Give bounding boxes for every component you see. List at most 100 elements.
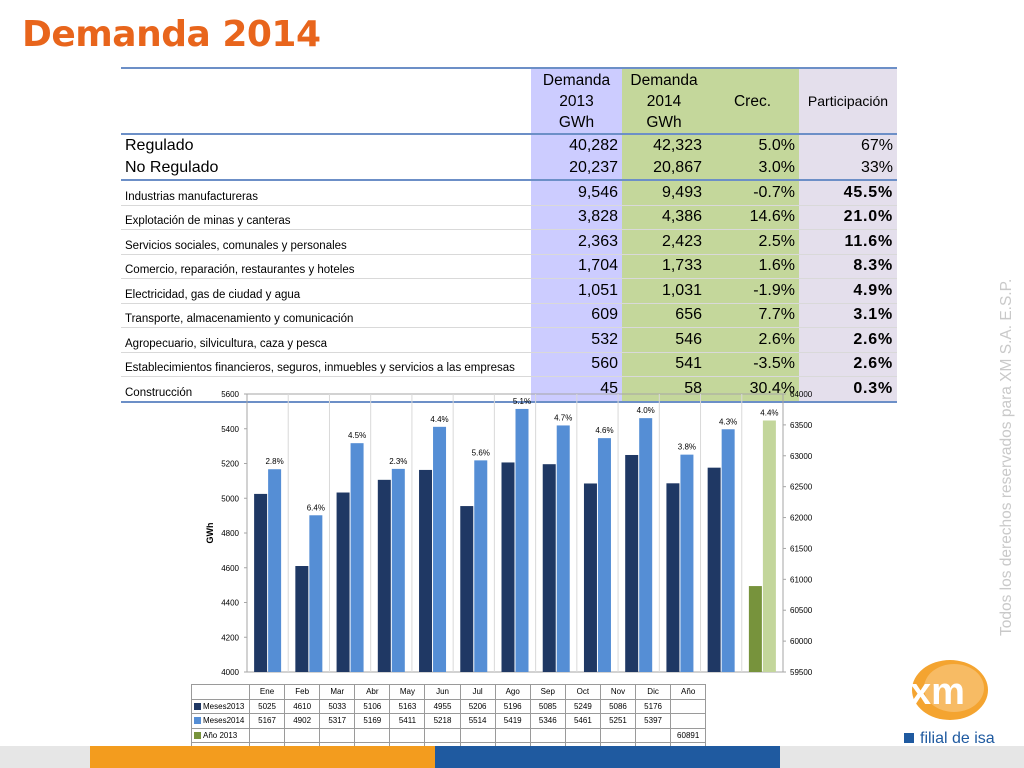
series-value: 5419 (494, 713, 531, 729)
y-right-tick-label: 62500 (790, 483, 813, 492)
xm-logo-icon: xm (910, 660, 988, 720)
bar-Meses2013 (666, 483, 680, 672)
bar-Meses2013 (377, 479, 391, 672)
series-name: Meses2013 (191, 698, 250, 714)
sector-name: Construcción (121, 376, 531, 403)
series-value (459, 727, 496, 743)
y-left-tick-label: 4400 (221, 599, 239, 608)
series-value: 5086 (599, 698, 637, 714)
x-tick-label: Nov (599, 684, 637, 700)
demand-2014-value: 546 (622, 327, 706, 353)
series-value (635, 727, 672, 743)
y-left-tick-label: 4000 (221, 668, 239, 677)
bottom-decoration-bar (0, 746, 1024, 768)
series-value: 5106 (354, 698, 391, 714)
demand-2013-value: 20,237 (531, 157, 622, 181)
share-value: 67% (799, 134, 897, 157)
demand-2014-value: 1,031 (622, 278, 706, 304)
demand-2013-value: 532 (531, 327, 622, 353)
demand-2014-value: 20,867 (622, 157, 706, 181)
bar-Meses2013 (707, 467, 721, 672)
sector-name: Comercio, reparación, restaurantes y hot… (121, 254, 531, 279)
y-right-tick-label: 62000 (790, 514, 813, 523)
table-row: Agropecuario, silvicultura, caza y pesca… (121, 327, 897, 353)
table-row: Establecimientos financieros, seguros, i… (121, 352, 897, 377)
header-label: GWh (646, 113, 682, 131)
demand-2014-value: 4,386 (622, 205, 706, 230)
growth-data-label: 4.7% (554, 413, 572, 422)
series-row: Meses2014 5167 4902 5317 5169 5411 5218 5514 541… (191, 713, 707, 729)
chart-plot: 4000 4200 4400 4600 4800 5000 5200 5400 5600 5950… (205, 390, 813, 677)
x-tick-label: Jul (459, 684, 496, 700)
sector-name: Servicios sociales, comunales y personal… (121, 229, 531, 255)
bar-Meses2014 (639, 418, 653, 672)
demand-2013-value: 3,828 (531, 205, 622, 230)
legend-swatch (194, 731, 201, 739)
series-value (670, 698, 707, 714)
series-value: 5249 (564, 698, 601, 714)
growth-value: 3.0% (706, 157, 799, 181)
demand-2013-value: 9,546 (531, 180, 622, 206)
bar-Meses2014 (680, 454, 694, 672)
monthly-demand-chart: 4000 4200 4400 4600 4800 5000 5200 5400 5600 5950… (191, 384, 818, 758)
series-value: 5085 (529, 698, 566, 714)
series-value (670, 713, 707, 729)
bar-Meses2013 (254, 493, 268, 672)
share-value: 45.5% (799, 180, 897, 206)
y-right-tick-label: 63500 (790, 421, 813, 430)
x-tick-label: Ago (494, 684, 531, 700)
sector-name: Regulado (125, 137, 194, 154)
y-left-tick-label: 5200 (221, 460, 239, 469)
legend-swatch (194, 717, 201, 725)
series-value: 5397 (635, 713, 672, 729)
bar-Meses2013 (295, 566, 309, 672)
demand-table: Demanda 2013 GWh Demanda 2014 GWh Crec. … (121, 67, 897, 403)
table-row: Explotación de minas y canteras 3,828 4,38… (121, 205, 897, 230)
series-value (248, 727, 286, 743)
series-value: 5025 (248, 698, 286, 714)
x-tick-label: May (389, 684, 426, 700)
bar-Meses2013 (542, 464, 556, 672)
share-value: 3.1% (799, 303, 897, 328)
series-value: 5196 (494, 698, 531, 714)
growth-value: 7.7% (706, 303, 799, 328)
series-value (494, 727, 531, 743)
series-value (354, 727, 391, 743)
bar-Meses2014 (433, 426, 447, 672)
series-value: 5206 (459, 698, 496, 714)
demand-2013-value: 40,282 (531, 134, 622, 157)
series-value: 5033 (319, 698, 356, 714)
growth-value: 5.0% (706, 134, 799, 157)
bar-Meses2013 (460, 506, 474, 672)
bar-Meses2014 (597, 438, 611, 672)
sector-name: Industrias manufactureras (121, 180, 531, 206)
share-value: 2.6% (799, 327, 897, 353)
y-right-tick-label: 60000 (790, 637, 813, 646)
share-value: 8.3% (799, 254, 897, 279)
y-left-tick-label: 4800 (221, 529, 239, 538)
y-right-tick-label: 60500 (790, 606, 813, 615)
y-left-tick-label: 4200 (221, 633, 239, 642)
header-share: Participación (799, 67, 897, 135)
demand-2014-value: 1,733 (622, 254, 706, 279)
y-left-tick-label: 5600 (221, 390, 239, 399)
growth-data-label: 4.3% (719, 417, 737, 426)
growth-data-label: 5.1% (513, 397, 531, 406)
header-label: Demanda (542, 71, 611, 89)
growth-data-label: 4.4% (430, 415, 448, 424)
tagline-square-icon (904, 733, 914, 743)
series-value: 4955 (424, 698, 461, 714)
series-value: 5176 (635, 698, 672, 714)
demand-2014-value: 541 (622, 352, 706, 377)
legend-label: Año 2013 (203, 730, 238, 740)
growth-data-label: 4.6% (595, 426, 613, 435)
legend-label: Meses2013 (203, 701, 245, 711)
bar-Meses2013 (625, 454, 639, 672)
xm-logo: xm filial de isa (892, 652, 1002, 752)
share-value: 4.9% (799, 278, 897, 304)
bar-Año 2014 (762, 420, 776, 672)
bar-Meses2013 (419, 469, 433, 672)
x-tick-label: Ene (248, 684, 286, 700)
demand-2013-value: 1,051 (531, 278, 622, 304)
demand-2014-value: 656 (622, 303, 706, 328)
